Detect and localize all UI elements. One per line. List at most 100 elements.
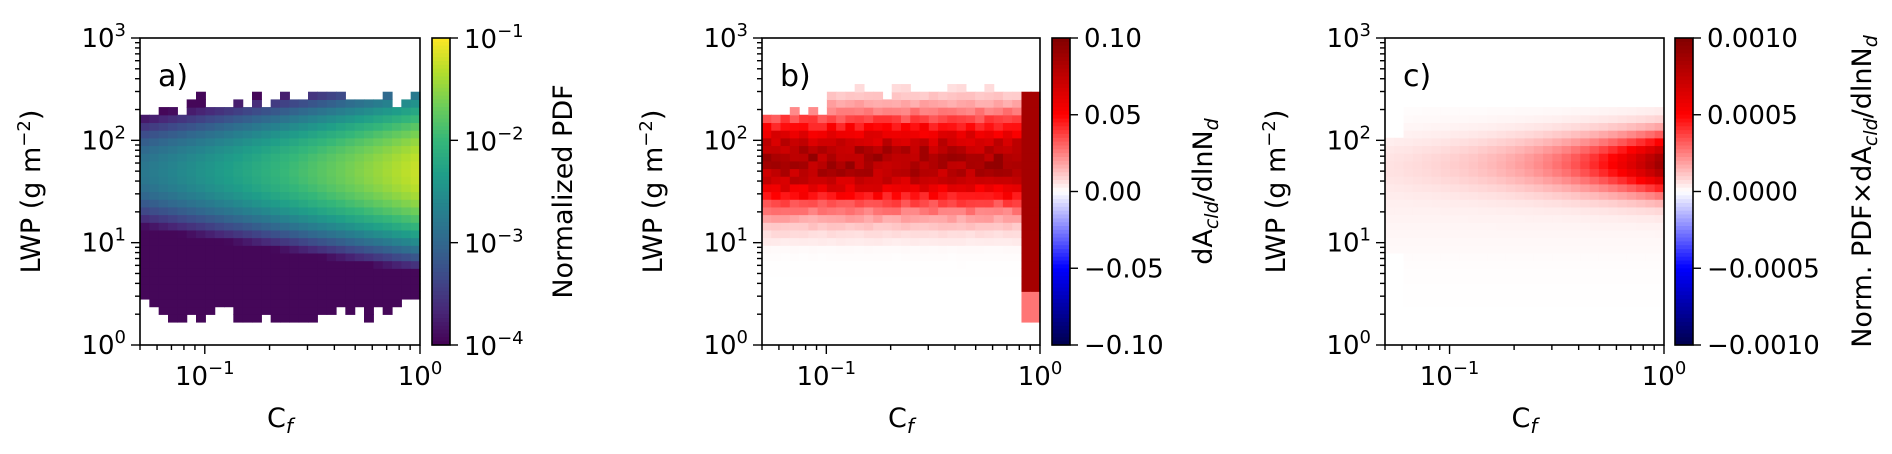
colorbar-segment bbox=[1675, 210, 1693, 216]
heatmap-cell bbox=[1524, 160, 1535, 170]
heatmap-cell bbox=[1431, 283, 1442, 292]
colorbar-segment bbox=[1675, 179, 1693, 185]
heatmap-cell bbox=[1002, 107, 1013, 116]
heatmap-cell bbox=[1645, 160, 1656, 170]
heatmap-cell bbox=[252, 153, 262, 162]
heatmap-cell bbox=[975, 137, 985, 147]
heatmap-cell bbox=[901, 191, 911, 200]
heatmap-cell bbox=[1533, 252, 1544, 262]
heatmap-cell bbox=[233, 107, 244, 116]
heatmap-cell bbox=[1598, 191, 1609, 200]
heatmap-cell bbox=[1533, 291, 1544, 300]
heatmap-cell bbox=[1617, 237, 1628, 246]
heatmap-cell bbox=[808, 275, 819, 285]
heatmap-cell bbox=[336, 237, 346, 246]
heatmap-cell bbox=[196, 206, 206, 216]
heatmap-cell bbox=[345, 222, 356, 231]
heatmap-cell bbox=[261, 107, 272, 116]
heatmap-cell bbox=[1030, 268, 1041, 277]
heatmap-cell bbox=[1533, 183, 1544, 193]
heatmap-cell bbox=[993, 122, 1004, 131]
heatmap-cell bbox=[1571, 191, 1581, 200]
heatmap-cell bbox=[993, 206, 1004, 216]
colorbar-segment bbox=[432, 95, 450, 100]
heatmap-cell bbox=[1654, 168, 1665, 177]
heatmap-cell bbox=[392, 183, 402, 193]
heatmap-cell bbox=[882, 291, 893, 300]
heatmap-cell bbox=[799, 206, 809, 216]
heatmap-cell bbox=[789, 168, 800, 177]
heatmap-cell bbox=[826, 107, 837, 116]
heatmap-cell bbox=[965, 107, 976, 116]
heatmap-cell bbox=[1505, 222, 1516, 231]
heatmap-cell bbox=[1459, 214, 1470, 223]
heatmap-cell bbox=[1459, 237, 1470, 246]
heatmap-cell bbox=[863, 206, 874, 216]
heatmap-cell bbox=[965, 260, 976, 269]
heatmap-cell bbox=[177, 160, 188, 170]
heatmap-cell bbox=[1533, 245, 1544, 254]
heatmap-cell bbox=[789, 153, 800, 162]
heatmap-cell bbox=[1412, 214, 1423, 223]
heatmap-cell bbox=[1626, 191, 1637, 200]
colorbar-segment bbox=[432, 149, 450, 154]
colorbar-segment bbox=[432, 337, 450, 342]
heatmap-cell bbox=[336, 291, 346, 300]
colorbar-segment bbox=[1052, 279, 1070, 285]
heatmap-cell bbox=[993, 306, 1004, 315]
heatmap-cell bbox=[984, 122, 995, 131]
heatmap-cell bbox=[762, 130, 772, 139]
heatmap-cell bbox=[1552, 130, 1563, 139]
colorbar-segment bbox=[1675, 264, 1693, 269]
heatmap-cell bbox=[873, 306, 884, 315]
heatmap-cell bbox=[1422, 268, 1433, 277]
heatmap-cell bbox=[1561, 199, 1572, 208]
heatmap-cell bbox=[224, 137, 234, 147]
heatmap-cell bbox=[873, 237, 884, 246]
heatmap-cell bbox=[1030, 314, 1041, 323]
colorbar-segment bbox=[432, 237, 450, 242]
heatmap-cell bbox=[1654, 268, 1665, 277]
colorbar-segment bbox=[1675, 252, 1693, 258]
heatmap-cell bbox=[270, 214, 281, 223]
y-tick-label: 102 bbox=[81, 122, 126, 156]
heatmap-cell bbox=[326, 222, 337, 231]
heatmap-cell bbox=[826, 145, 837, 154]
heatmap-cell bbox=[863, 199, 874, 208]
heatmap-cell bbox=[1543, 183, 1553, 193]
colorbar-segment bbox=[1675, 149, 1693, 154]
heatmap-cell bbox=[354, 137, 365, 147]
colorbar-tick-label: 10−3 bbox=[464, 226, 524, 260]
colorbar-segment bbox=[1052, 118, 1070, 124]
heatmap-cell bbox=[1440, 260, 1451, 269]
heatmap-cell bbox=[799, 122, 809, 131]
colorbar-segment bbox=[1675, 107, 1693, 112]
heatmap-cell bbox=[956, 268, 967, 277]
heatmap-cell bbox=[186, 222, 197, 231]
heatmap-cell bbox=[140, 260, 150, 269]
heatmap-cell bbox=[1440, 145, 1451, 154]
heatmap-cell bbox=[1505, 137, 1516, 147]
heatmap-cell bbox=[771, 260, 782, 269]
heatmap-cell bbox=[1533, 153, 1544, 162]
heatmap-cell bbox=[1654, 153, 1665, 162]
heatmap-cell bbox=[1608, 107, 1619, 116]
colorbar-segment bbox=[1675, 229, 1693, 235]
colorbar-segment bbox=[1052, 122, 1070, 127]
heatmap-cell bbox=[1002, 237, 1013, 246]
heatmap-cell bbox=[863, 191, 874, 200]
heatmap-cell bbox=[808, 137, 819, 147]
heatmap-cell bbox=[1030, 183, 1041, 193]
colorbar-segment bbox=[1675, 141, 1693, 147]
heatmap-cell bbox=[1394, 176, 1405, 185]
heatmap-cell bbox=[205, 122, 216, 131]
heatmap-cell bbox=[224, 206, 234, 216]
heatmap-cell bbox=[177, 206, 188, 216]
heatmap-cell bbox=[845, 91, 856, 100]
heatmap-cell bbox=[817, 306, 828, 315]
heatmap-cell bbox=[845, 214, 856, 223]
heatmap-cell bbox=[863, 268, 874, 277]
heatmap-cell bbox=[854, 153, 865, 162]
heatmap-cell bbox=[956, 222, 967, 231]
heatmap-cell bbox=[928, 145, 939, 154]
